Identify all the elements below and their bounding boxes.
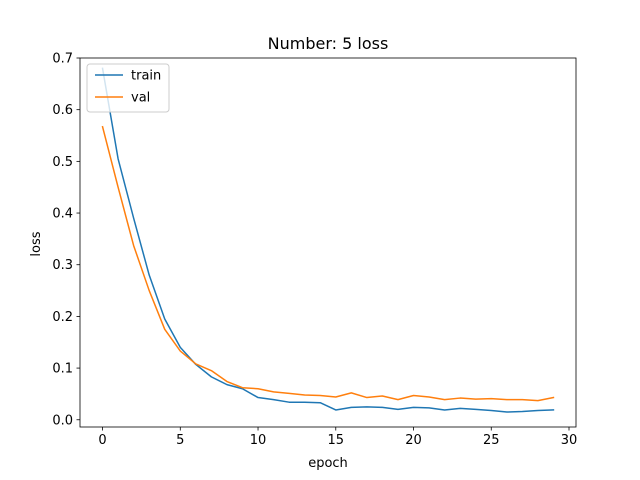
x-tick-label: 15 [328,433,345,448]
y-tick-label: 0.4 [52,207,73,222]
x-tick-label: 0 [98,433,106,448]
y-tick-label: 0.3 [52,258,73,273]
y-tick-label: 0.2 [52,310,73,325]
x-tick-label: 30 [561,433,578,448]
series-line-train [101,67,555,413]
y-tick-label: 0.6 [52,103,73,118]
legend-box [86,63,170,113]
y-tick-label: 0.7 [52,52,73,67]
y-axis-label: loss [29,231,44,256]
axes-frame [79,57,577,428]
x-tick-label: 25 [483,433,500,448]
plot-area: 0 5 10 15 20 25 30 0.0 0.1 0.2 0.3 0.4 0.5 0.6 0.7 trai… [52,52,577,449]
x-tick-label: 20 [405,433,422,448]
legend-label-val: val [131,91,150,106]
x-tick-label: 10 [250,433,267,448]
y-tick-label: 0.0 [52,413,73,428]
chart-title: Number: 5 loss [268,34,389,53]
legend-label-train: train [131,69,161,84]
x-tick-label: 5 [176,433,184,448]
series-line-val [101,125,555,402]
y-tick-label: 0.5 [52,155,73,170]
x-axis-label: epoch [308,456,348,471]
y-tick-label: 0.1 [52,362,73,377]
